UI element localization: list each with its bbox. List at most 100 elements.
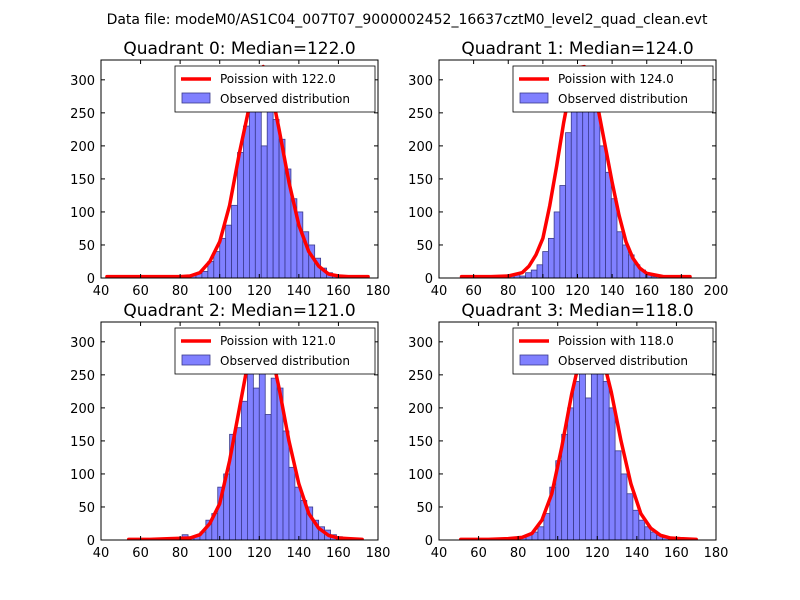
y-tick-label: 200 [70,402,95,417]
x-tick-label: 160 [326,284,351,299]
x-tick-label: 180 [366,546,391,561]
x-tick-label: 100 [207,546,232,561]
x-tick-label: 200 [704,284,729,299]
legend-line-label: Poission with 118.0 [558,334,674,348]
histogram-bar [248,99,256,278]
x-tick-label: 60 [470,546,487,561]
y-tick-label: 150 [70,173,95,188]
histogram-bar [590,348,598,540]
histogram-bar [231,204,238,278]
axes-frame [438,321,717,541]
x-tick-label: 160 [634,284,659,299]
y-tick-label: 150 [70,435,95,450]
legend-line-label: Poission with 122.0 [220,72,336,86]
histogram-bar [219,237,227,278]
legend-hist-label: Observed distribution [558,354,688,368]
histogram-bar [525,272,532,278]
y-tick-label: 0 [425,534,433,549]
histogram-bar [270,377,278,540]
y-tick-label: 250 [408,369,433,384]
histogram-bar [553,211,561,278]
histogram-bar [620,473,628,540]
subplot-grid: Quadrant 0: Median=122.0 40 60 80 100 120 140 1… [70,39,728,561]
legend-box [174,65,376,113]
histogram-bar [570,95,578,278]
histogram-bar [614,450,622,540]
x-tick-label: 80 [510,546,527,561]
histogram-bar [272,119,280,278]
y-tick-label: 0 [425,272,433,287]
y-tick-label: 200 [70,140,95,155]
x-tick-label: 140 [600,284,625,299]
x-tick-label: 60 [132,546,149,561]
histogram-bar [264,414,272,540]
histogram-bar [608,407,616,540]
histogram-bar [252,387,260,540]
quadrant-0-panel: Quadrant 0: Median=122.0 40 60 80 100 120 140 1… [70,39,390,299]
y-tick-label: 50 [416,239,433,254]
x-tick-label: 140 [286,546,311,561]
y-tick-label: 50 [78,239,95,254]
legend: Poission with 122.0 Observed distribution [174,65,376,113]
panel-title: Quadrant 2: Median=121.0 [123,301,355,321]
histogram-bar [243,125,250,278]
y-tick-label: 0 [87,272,95,287]
histogram-bar [282,430,290,540]
y-tick-label: 200 [408,140,433,155]
histogram-bar [543,513,551,540]
histogram-bar [542,251,549,278]
histogram-bar [288,466,296,540]
x-tick-label: 80 [500,284,517,299]
histogram-bars [106,72,357,278]
legend-line-label: Poission with 121.0 [220,334,336,348]
histogram-bar [599,145,606,278]
histogram-bar [530,269,538,278]
x-tick-label: 100 [207,284,232,299]
legend-hist-swatch [181,354,211,366]
y-tick-label: 100 [408,468,433,483]
legend: Poission with 118.0 Observed distribution [512,327,714,375]
x-tick-label: 160 [664,546,689,561]
histogram-bar [225,224,232,278]
legend-hist-label: Observed distribution [220,354,350,368]
histogram-bar [565,132,572,278]
x-tick-label: 120 [585,546,610,561]
histogram-bar [605,171,612,278]
legend-box [512,327,714,375]
panel-title: Quadrant 3: Median=118.0 [461,301,693,321]
histogram-bar [602,381,610,540]
x-tick-label: 180 [366,284,391,299]
histogram-bar [294,486,302,540]
y-tick-label: 300 [70,336,95,351]
y-tick-label: 300 [70,74,95,89]
x-tick-label: 60 [132,284,149,299]
y-tick-label: 100 [70,206,95,221]
x-tick-label: 180 [669,284,694,299]
histogram-bar [610,198,618,278]
histogram-bar [537,526,545,540]
y-tick-label: 100 [408,206,433,221]
x-tick-label: 40 [431,284,448,299]
y-tick-label: 50 [78,501,95,516]
histogram-bar [260,145,268,278]
x-tick-label: 100 [530,284,555,299]
legend-hist-label: Observed distribution [558,92,688,106]
histogram-bar [548,237,555,278]
x-tick-label: 40 [431,546,448,561]
histogram-bars [128,328,355,540]
legend: Poission with 121.0 Observed distribution [174,327,376,375]
legend-box [512,65,714,113]
legend-hist-label: Observed distribution [220,92,350,106]
histogram-bar [616,231,624,278]
panel-title: Quadrant 0: Median=122.0 [123,39,355,59]
x-tick-label: 80 [172,284,189,299]
y-tick-label: 200 [408,402,433,417]
quadrant-1-panel: Quadrant 1: Median=124.0 40 60 80 100 120 140 1… [408,39,728,299]
histogram-bar [585,397,592,540]
x-tick-label: 80 [172,546,189,561]
x-tick-label: 160 [326,546,351,561]
y-tick-label: 50 [416,501,433,516]
histogram-bar [536,264,544,278]
histogram-bar [573,381,580,540]
histogram-bar [559,185,566,278]
